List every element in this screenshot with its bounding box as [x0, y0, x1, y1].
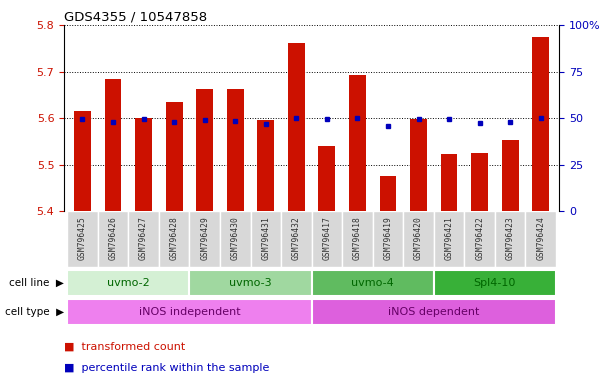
Text: GSM796432: GSM796432 — [292, 216, 301, 260]
Bar — [379, 176, 397, 211]
Bar — [502, 140, 519, 211]
FancyBboxPatch shape — [312, 299, 556, 325]
Text: cell line  ▶: cell line ▶ — [9, 278, 64, 288]
FancyBboxPatch shape — [312, 270, 434, 296]
FancyBboxPatch shape — [251, 211, 281, 267]
Bar — [349, 75, 366, 211]
Bar — [257, 121, 274, 211]
Text: uvmo-4: uvmo-4 — [351, 278, 394, 288]
FancyBboxPatch shape — [159, 211, 189, 267]
Text: Spl4-10: Spl4-10 — [474, 278, 516, 288]
Bar — [135, 118, 152, 211]
Bar — [288, 43, 305, 211]
Bar — [441, 154, 458, 211]
FancyBboxPatch shape — [281, 211, 312, 267]
FancyBboxPatch shape — [434, 270, 556, 296]
FancyBboxPatch shape — [67, 211, 98, 267]
Bar — [471, 153, 488, 211]
Text: GSM796422: GSM796422 — [475, 216, 484, 260]
FancyBboxPatch shape — [67, 270, 189, 296]
FancyBboxPatch shape — [495, 211, 525, 267]
FancyBboxPatch shape — [67, 299, 312, 325]
FancyBboxPatch shape — [403, 211, 434, 267]
Text: GSM796430: GSM796430 — [231, 216, 240, 260]
Text: GSM796423: GSM796423 — [506, 216, 514, 260]
Text: ■  transformed count: ■ transformed count — [64, 342, 185, 352]
Text: GSM796428: GSM796428 — [170, 216, 178, 260]
Text: iNOS dependent: iNOS dependent — [388, 307, 480, 317]
FancyBboxPatch shape — [373, 211, 403, 267]
Text: cell type  ▶: cell type ▶ — [5, 307, 64, 317]
Text: GSM796427: GSM796427 — [139, 216, 148, 260]
Text: GSM796431: GSM796431 — [262, 216, 270, 260]
FancyBboxPatch shape — [434, 211, 464, 267]
Bar — [166, 102, 183, 211]
Bar — [104, 78, 122, 211]
Text: ■  percentile rank within the sample: ■ percentile rank within the sample — [64, 363, 269, 373]
FancyBboxPatch shape — [128, 211, 159, 267]
FancyBboxPatch shape — [464, 211, 495, 267]
FancyBboxPatch shape — [98, 211, 128, 267]
Bar — [532, 36, 549, 211]
Bar — [196, 89, 213, 211]
Bar — [74, 111, 91, 211]
Text: GDS4355 / 10547858: GDS4355 / 10547858 — [64, 11, 207, 24]
FancyBboxPatch shape — [189, 270, 312, 296]
Bar — [318, 146, 335, 211]
FancyBboxPatch shape — [189, 211, 220, 267]
Text: GSM796420: GSM796420 — [414, 216, 423, 260]
Text: uvmo-2: uvmo-2 — [107, 278, 150, 288]
Text: GSM796417: GSM796417 — [323, 216, 331, 260]
Text: GSM796419: GSM796419 — [384, 216, 392, 260]
FancyBboxPatch shape — [342, 211, 373, 267]
Text: GSM796426: GSM796426 — [109, 216, 117, 260]
Text: GSM796429: GSM796429 — [200, 216, 209, 260]
FancyBboxPatch shape — [312, 211, 342, 267]
Text: GSM796425: GSM796425 — [78, 216, 87, 260]
FancyBboxPatch shape — [525, 211, 556, 267]
Text: uvmo-3: uvmo-3 — [229, 278, 272, 288]
Text: iNOS independent: iNOS independent — [139, 307, 240, 317]
Text: GSM796424: GSM796424 — [536, 216, 545, 260]
Bar — [227, 89, 244, 211]
Bar — [410, 119, 427, 211]
FancyBboxPatch shape — [220, 211, 251, 267]
Text: GSM796421: GSM796421 — [445, 216, 453, 260]
Text: GSM796418: GSM796418 — [353, 216, 362, 260]
